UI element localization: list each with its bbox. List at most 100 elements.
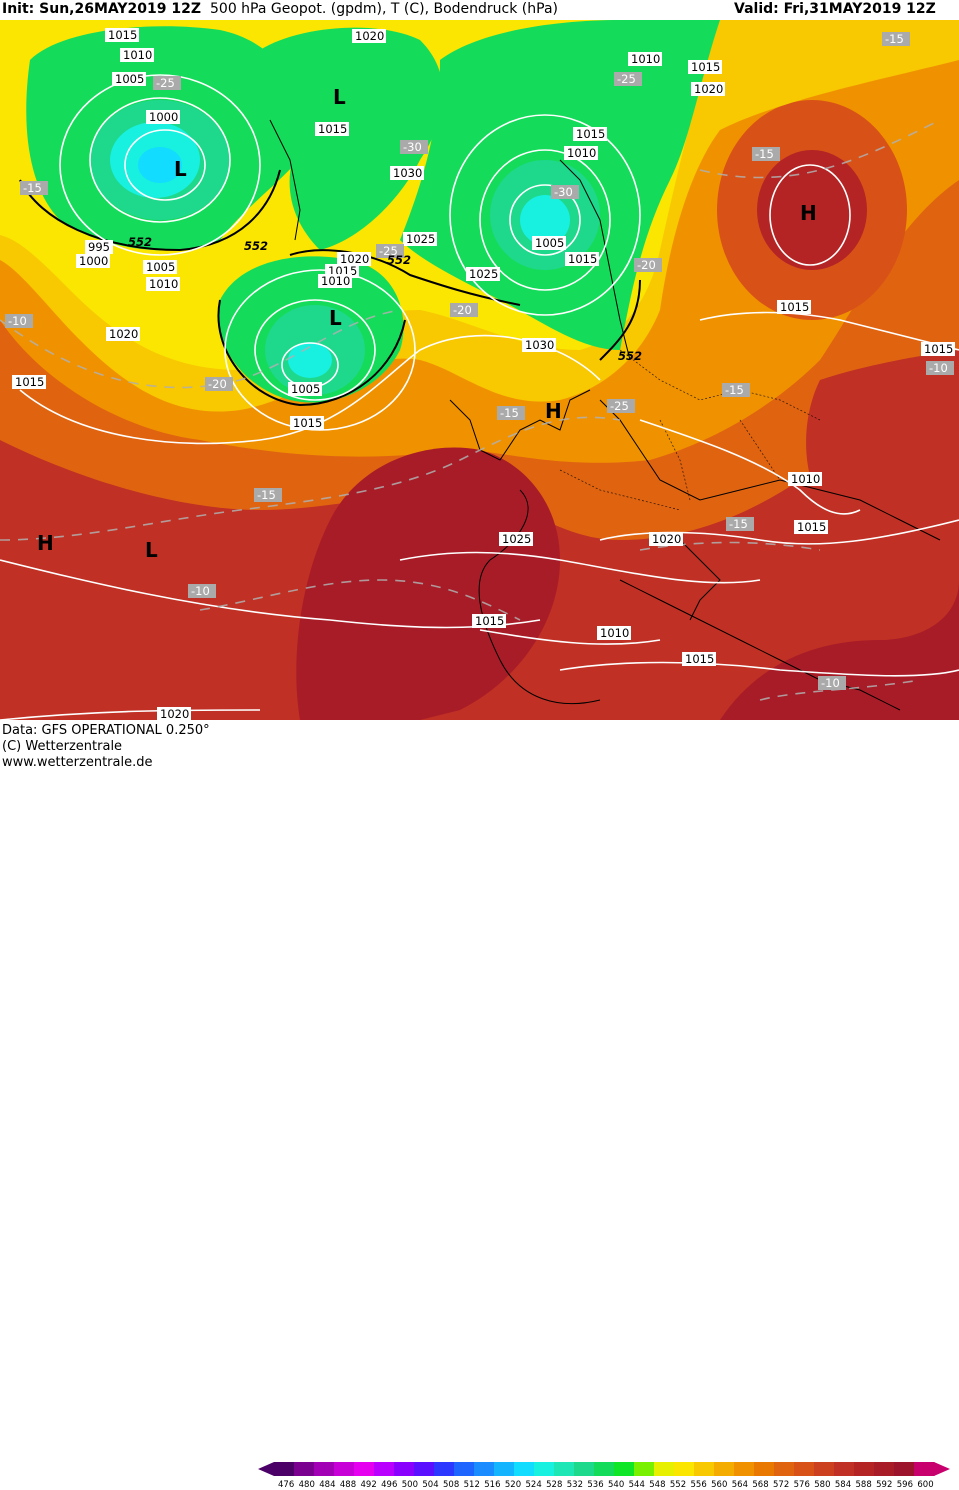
svg-text:-25: -25 (379, 244, 398, 258)
svg-text:1020: 1020 (694, 82, 723, 96)
legend-value-label: 524 (526, 1480, 542, 1490)
pressure-label: 1020 (352, 29, 386, 43)
legend-swatch (874, 1462, 895, 1476)
legend-swatch (914, 1462, 935, 1476)
svg-text:1020: 1020 (652, 532, 681, 546)
pressure-label: 1005 (112, 72, 146, 86)
pressure-label: 1000 (76, 254, 110, 268)
svg-text:1005: 1005 (535, 236, 564, 250)
height-label: 552 (128, 235, 152, 249)
legend-swatch (274, 1462, 295, 1476)
legend-swatch (854, 1462, 875, 1476)
pressure-label: 1015 (472, 614, 506, 628)
svg-text:1015: 1015 (576, 127, 605, 141)
svg-text:1015: 1015 (797, 520, 826, 534)
legend-swatch (814, 1462, 835, 1476)
legend-arrow-left (258, 1462, 274, 1476)
legend-swatch (574, 1462, 595, 1476)
pressure-label: 1000 (146, 110, 180, 124)
legend-swatch (514, 1462, 535, 1476)
svg-text:-15: -15 (257, 488, 276, 502)
legend-value-label: 556 (691, 1480, 707, 1490)
pressure-label: 1010 (788, 472, 822, 486)
legend-swatch (834, 1462, 855, 1476)
pressure-label: 1030 (522, 338, 556, 352)
legend-value-label: 580 (814, 1480, 830, 1490)
legend-swatch (414, 1462, 435, 1476)
svg-text:-10: -10 (929, 361, 948, 375)
svg-text:1015: 1015 (108, 28, 137, 42)
temperature-label: -15 (722, 383, 750, 397)
legend-value-label: 576 (794, 1480, 810, 1490)
legend-swatch (334, 1462, 355, 1476)
legend-value-label: 504 (422, 1480, 438, 1490)
svg-text:1020: 1020 (355, 29, 384, 43)
pressure-label: 1005 (532, 236, 566, 250)
svg-text:1025: 1025 (406, 232, 435, 246)
height-label: 552 (244, 239, 268, 253)
svg-text:-20: -20 (453, 303, 472, 317)
height-label: 552 (618, 349, 642, 363)
legend-value-label: 520 (505, 1480, 521, 1490)
svg-text:-10: -10 (8, 314, 27, 328)
pressure-label: 1015 (688, 60, 722, 74)
legend-swatch (594, 1462, 615, 1476)
svg-text:-15: -15 (23, 181, 42, 195)
legend-value-label: 516 (484, 1480, 500, 1490)
svg-text:1025: 1025 (469, 267, 498, 281)
pressure-label: 1025 (403, 232, 437, 246)
temperature-label: -10 (188, 584, 216, 598)
high-pressure-symbol: H (37, 531, 54, 555)
svg-text:1005: 1005 (146, 260, 175, 274)
init-time-label: Init: Sun,26MAY2019 12Z (2, 1, 201, 17)
legend-value-label: 600 (917, 1480, 933, 1490)
legend-swatch (634, 1462, 655, 1476)
legend-value-label: 560 (711, 1480, 727, 1490)
svg-text:1000: 1000 (149, 110, 178, 124)
temperature-label: -10 (926, 361, 954, 375)
legend-value-label: 544 (629, 1480, 645, 1490)
legend-swatch (314, 1462, 335, 1476)
pressure-label: 1020 (106, 327, 140, 341)
legend-value-label: 592 (876, 1480, 892, 1490)
pressure-label: 1015 (105, 28, 139, 42)
pressure-label: 1025 (466, 267, 500, 281)
svg-text:1020: 1020 (160, 707, 189, 720)
svg-text:1030: 1030 (525, 338, 554, 352)
legend-value-label: 536 (587, 1480, 603, 1490)
svg-text:1005: 1005 (115, 72, 144, 86)
temperature-label: -15 (497, 406, 525, 420)
legend-swatch (294, 1462, 315, 1476)
temperature-label: -25 (607, 399, 635, 413)
low-pressure-symbol: L (329, 306, 342, 330)
svg-text:1015: 1015 (475, 614, 504, 628)
pressure-label: 1015 (573, 127, 607, 141)
map-header: Init: Sun,26MAY2019 12Z 500 hPa Geopot. … (0, 0, 959, 20)
legend-swatch (454, 1462, 475, 1476)
temperature-label: -20 (205, 377, 233, 391)
legend-value-label: 596 (897, 1480, 913, 1490)
svg-text:1020: 1020 (109, 327, 138, 341)
pressure-label: 1015 (921, 342, 955, 356)
svg-text:-25: -25 (617, 72, 636, 86)
svg-text:1015: 1015 (691, 60, 720, 74)
legend-arrow-right (934, 1462, 950, 1476)
legend-swatch (434, 1462, 455, 1476)
height-label: 552 (387, 253, 411, 267)
svg-text:1010: 1010 (631, 52, 660, 66)
pressure-label: 995 (85, 240, 113, 254)
pressure-label: 1015 (777, 300, 811, 314)
legend-value-label: 512 (464, 1480, 480, 1490)
valid-time-label: Valid: Fri,31MAY2019 12Z (734, 1, 936, 17)
svg-text:-10: -10 (191, 584, 210, 598)
legend-swatch (534, 1462, 555, 1476)
temperature-label: -25 (614, 72, 642, 86)
pressure-label: 1015 (12, 375, 46, 389)
temperature-label: -20 (634, 258, 662, 272)
legend-swatch (394, 1462, 415, 1476)
temperature-label: -15 (882, 32, 910, 46)
svg-text:-15: -15 (885, 32, 904, 46)
high-pressure-symbol: H (545, 399, 562, 423)
svg-text:1005: 1005 (291, 382, 320, 396)
temperature-label: -15 (254, 488, 282, 502)
